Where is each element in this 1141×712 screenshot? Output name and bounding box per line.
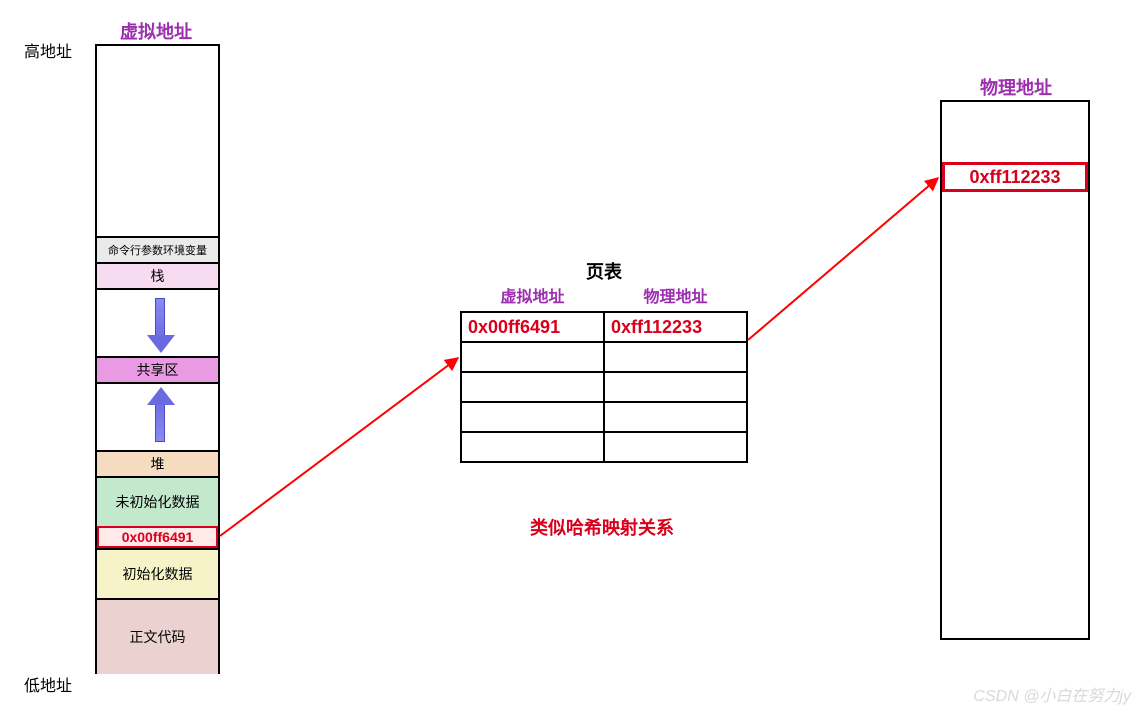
pt-cell-virtual <box>461 402 604 432</box>
vseg-bss: 未初始化数据 <box>97 476 218 526</box>
vseg-argv-env: 命令行参数环境变量 <box>97 236 218 262</box>
watermark: CSDN @小白在努力jy <box>973 682 1131 706</box>
mapping-arrow-0 <box>220 358 458 536</box>
pt-cell-virtual <box>461 342 604 372</box>
virtual-title: 虚拟地址 <box>120 18 192 44</box>
page-table-caption: 类似哈希映射关系 <box>530 514 674 540</box>
pt-cell-virtual <box>461 432 604 462</box>
virtual-address-space: 命令行参数环境变量栈共享区堆未初始化数据0x00ff6491初始化数据正文代码 <box>95 44 220 674</box>
vseg-shared: 共享区 <box>97 356 218 382</box>
pt-cell-virtual: 0x00ff6491 <box>461 312 604 342</box>
heap-grow-arrow-icon <box>155 404 165 442</box>
vseg-data: 初始化数据 <box>97 548 218 598</box>
pt-cell-physical: 0xff112233 <box>604 312 747 342</box>
physical-frame: 0xff112233 <box>942 162 1088 192</box>
high-address-label: 高地址 <box>24 38 72 62</box>
mapping-arrow-1 <box>748 178 938 340</box>
vseg-addr: 0x00ff6491 <box>97 526 218 548</box>
page-table-row <box>461 372 747 402</box>
page-table: 虚拟地址 物理地址 0x00ff64910xff112233 <box>460 278 748 463</box>
pt-cell-virtual <box>461 372 604 402</box>
vseg-heap: 堆 <box>97 450 218 476</box>
vseg-heap-grow <box>97 382 218 450</box>
vseg-text: 正文代码 <box>97 598 218 674</box>
pt-cell-physical <box>604 402 747 432</box>
physical-title: 物理地址 <box>980 74 1052 100</box>
pt-cell-physical <box>604 342 747 372</box>
page-table-row: 0x00ff64910xff112233 <box>461 312 747 342</box>
page-table-row <box>461 402 747 432</box>
pt-cell-physical <box>604 432 747 462</box>
pt-cell-physical <box>604 372 747 402</box>
page-table-row <box>461 432 747 462</box>
pt-header-physical: 物理地址 <box>604 278 747 312</box>
vseg-blank-top <box>97 46 218 236</box>
stack-grow-arrow-icon <box>155 298 165 336</box>
low-address-label: 低地址 <box>24 672 72 696</box>
vseg-stack-grow <box>97 288 218 356</box>
vseg-stack: 栈 <box>97 262 218 288</box>
page-table-row <box>461 342 747 372</box>
pt-header-virtual: 虚拟地址 <box>461 278 604 312</box>
physical-address-space: 0xff112233 <box>940 100 1090 640</box>
